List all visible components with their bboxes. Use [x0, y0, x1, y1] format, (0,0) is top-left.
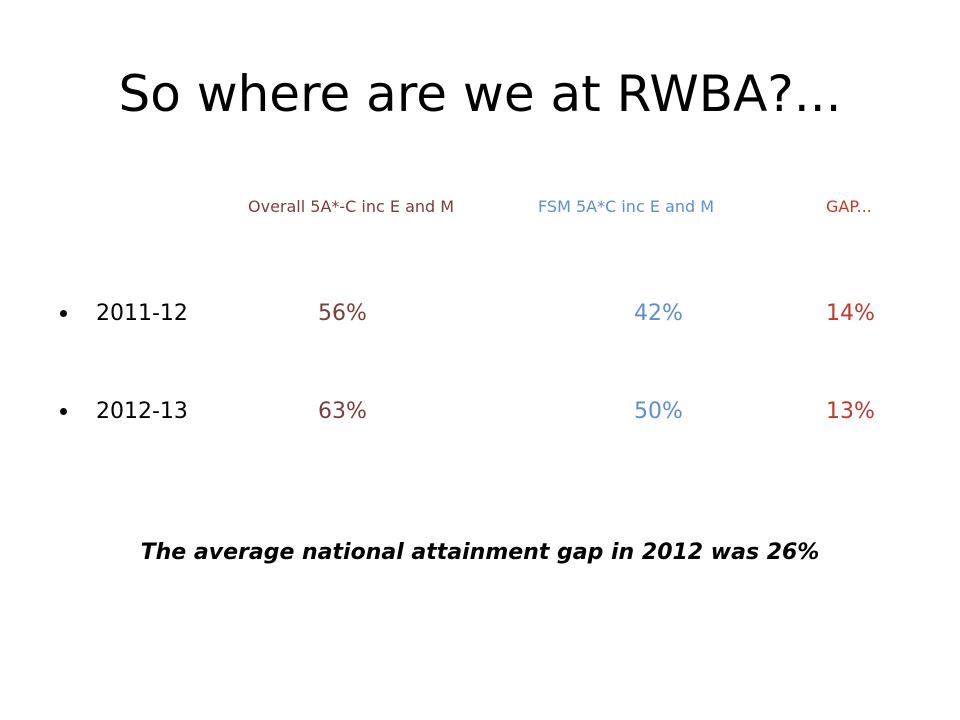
- national-gap-note: The average national attainment gap in 2…: [140, 540, 820, 565]
- row-overall-value: 63%: [318, 399, 367, 424]
- data-row-2011-12: 2011-12 56% 42% 14%: [0, 296, 960, 336]
- row-fsm-value: 42%: [634, 301, 683, 326]
- row-year: 2011-12: [96, 301, 188, 326]
- row-gap-value: 14%: [826, 301, 875, 326]
- slide-title: So where are we at RWBA?...: [118, 65, 842, 123]
- row-gap-value: 13%: [826, 399, 875, 424]
- row-fsm-value: 50%: [634, 399, 683, 424]
- gap-column-header: GAP...: [826, 197, 872, 216]
- bullet-icon: [60, 310, 67, 317]
- data-row-2012-13: 2012-13 63% 50% 13%: [0, 394, 960, 434]
- overall-column-header: Overall 5A*-C inc E and M: [248, 197, 455, 216]
- row-year: 2012-13: [96, 399, 188, 424]
- fsm-column-header: FSM 5A*C inc E and M: [538, 197, 715, 216]
- row-overall-value: 56%: [318, 301, 367, 326]
- bullet-icon: [60, 408, 67, 415]
